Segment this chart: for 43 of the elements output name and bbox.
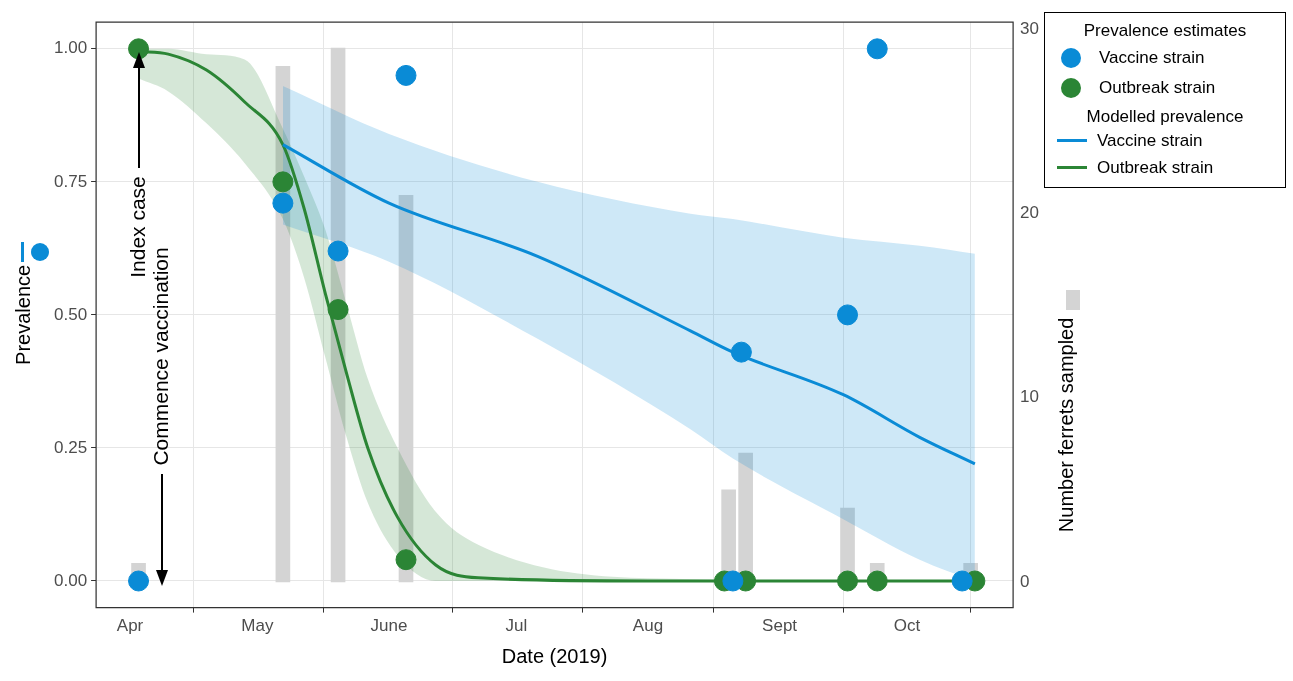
point xyxy=(272,192,294,214)
y2-tick-label: 30 xyxy=(1020,19,1040,39)
x-tick-label: Sept xyxy=(762,616,798,636)
point xyxy=(272,171,294,193)
point xyxy=(722,570,744,592)
point xyxy=(327,299,349,321)
x-tick-label: Oct xyxy=(893,616,921,636)
legend-label: Outbreak strain xyxy=(1097,157,1214,178)
x-tick-label: May xyxy=(241,616,274,636)
y-tick-label: 0.50 xyxy=(53,304,88,324)
point xyxy=(837,304,859,326)
annotation: Commence vaccination xyxy=(148,247,172,466)
point xyxy=(951,570,973,592)
point xyxy=(837,570,859,592)
x-tick-label: Apr xyxy=(116,616,144,636)
point xyxy=(128,570,150,592)
y-tick-label: 1.00 xyxy=(53,38,88,58)
point xyxy=(866,38,888,60)
legend-label: Vaccine strain xyxy=(1097,130,1203,151)
y2-tick-label: 20 xyxy=(1020,203,1040,223)
y-axis-title: Prevalence xyxy=(11,264,34,365)
x-tick-label: Jul xyxy=(505,616,528,636)
legend-title: Prevalence estimates xyxy=(1082,21,1248,41)
point xyxy=(866,570,888,592)
annotation: Index case xyxy=(125,176,149,278)
x-tick-label: June xyxy=(370,616,408,636)
legend-label: Vaccine strain xyxy=(1099,48,1205,68)
point xyxy=(128,38,150,60)
point xyxy=(395,549,417,571)
y2-tick-label: 0 xyxy=(1020,571,1030,591)
legend-label: Outbreak strain xyxy=(1099,78,1216,98)
y2-axis-title: Number ferrets sampled xyxy=(1054,317,1077,533)
y2-tick-label: 10 xyxy=(1020,387,1040,407)
line-series xyxy=(281,143,977,466)
point xyxy=(327,240,349,262)
point xyxy=(395,64,417,86)
x-tick-label: Aug xyxy=(632,616,664,636)
x-axis-title: Date (2019) xyxy=(501,644,608,667)
y-tick-label: 0.00 xyxy=(53,570,88,590)
point xyxy=(730,341,752,363)
y-tick-label: 0.75 xyxy=(53,171,88,191)
y-tick-label: 0.25 xyxy=(53,437,88,457)
text: Modelled prevalence xyxy=(1085,107,1245,127)
